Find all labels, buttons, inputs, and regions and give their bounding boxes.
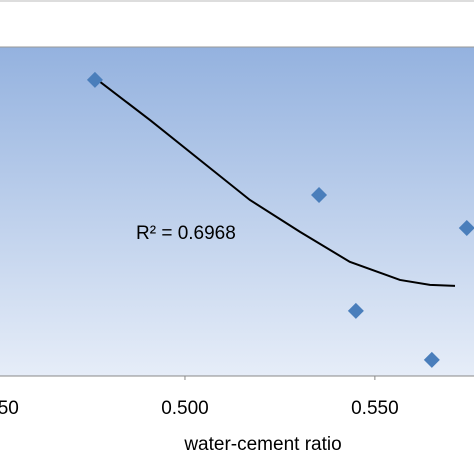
x-tick-label: 0.500: [161, 398, 209, 419]
point: [311, 187, 328, 204]
point: [347, 302, 364, 319]
point: [458, 219, 474, 236]
x-tick-label: 0.450: [0, 398, 19, 419]
trendline: [94, 77, 456, 287]
point: [86, 71, 103, 88]
x-axis-title: water-cement ratio: [183, 434, 341, 455]
r-squared-label: R² = 0.6968: [136, 223, 236, 244]
plot-area: [0, 46, 474, 377]
point: [423, 351, 440, 368]
x-tick-label: 0.550: [351, 398, 399, 419]
